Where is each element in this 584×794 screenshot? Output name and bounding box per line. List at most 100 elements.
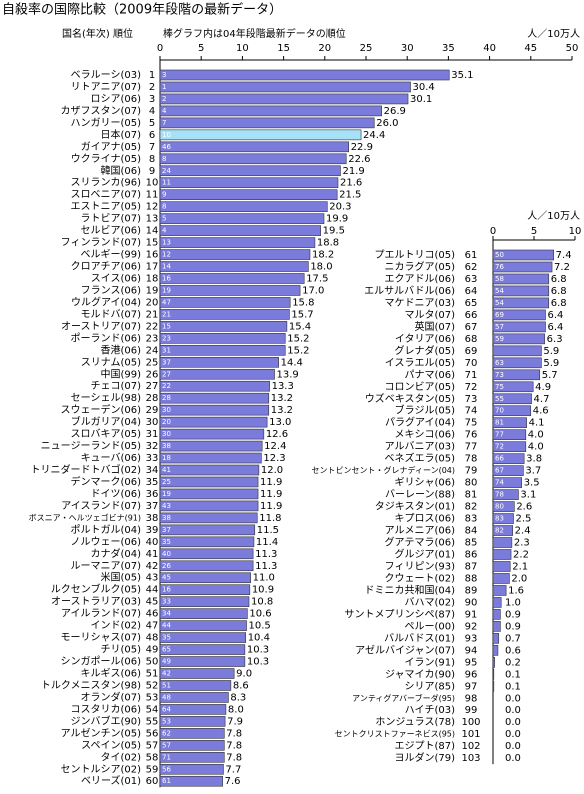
rank-label: 3 xyxy=(149,94,155,105)
category-label: オーストリア(07) xyxy=(61,320,141,332)
value-label: 2.6 xyxy=(516,502,532,513)
prev-rank-label: 13 xyxy=(162,239,171,247)
value-label: 0.2 xyxy=(505,657,521,668)
rank-label: 55 xyxy=(146,716,159,727)
rank-label: 76 xyxy=(465,430,478,441)
value-label: 5.9 xyxy=(543,358,559,369)
prev-rank-label: 33 xyxy=(162,598,171,606)
value-label: 7.4 xyxy=(556,250,572,261)
x-tick-label: 15 xyxy=(277,43,290,54)
prev-rank-label: 24 xyxy=(162,167,171,175)
value-label: 0.1 xyxy=(505,681,521,692)
rank-label: 99 xyxy=(465,705,478,716)
bar xyxy=(492,285,550,297)
bar xyxy=(159,620,247,631)
value-label: 0.9 xyxy=(505,609,521,620)
prev-rank-label: 83 xyxy=(495,515,504,523)
x-tick-label: 35 xyxy=(442,43,455,54)
category-label: インド(02) xyxy=(90,621,141,632)
bar xyxy=(492,609,501,620)
value-label: 21.9 xyxy=(342,166,364,177)
rank-label: 51 xyxy=(146,669,159,680)
prev-rank-label: 77 xyxy=(495,431,504,439)
bar xyxy=(492,585,507,596)
bar xyxy=(159,584,251,596)
rank-label: 74 xyxy=(465,406,478,417)
value-label: 3.1 xyxy=(520,490,536,501)
prev-rank-label: 30 xyxy=(162,406,171,414)
rank-label: 21 xyxy=(146,309,159,320)
bar xyxy=(492,645,499,656)
category-label: アルバニア(03) xyxy=(385,441,456,453)
x-tick-label: 30 xyxy=(401,43,414,54)
value-label: 15.7 xyxy=(291,309,313,320)
rank-label: 79 xyxy=(465,466,478,477)
category-label: 香港(06) xyxy=(100,344,141,356)
bar xyxy=(492,381,534,393)
prev-rank-label: 82 xyxy=(495,527,504,535)
bar xyxy=(159,644,246,655)
value-label: 2.5 xyxy=(516,514,532,525)
rank-label: 9 xyxy=(149,166,155,177)
category-label: アンティグアバーブーダ(95) xyxy=(352,693,455,703)
rank-label: 47 xyxy=(146,621,159,632)
rank-label: 26 xyxy=(146,369,159,380)
value-label: 0.0 xyxy=(505,741,521,752)
bar xyxy=(492,333,545,345)
prev-rank-label: 11 xyxy=(162,179,171,187)
unit-label: 人／10万人 xyxy=(527,28,580,40)
rank-label: 43 xyxy=(146,573,159,584)
value-label: 3.8 xyxy=(526,454,542,465)
category-label: セントクリストファーネビス(95) xyxy=(335,730,455,739)
rank-label: 23 xyxy=(146,333,159,344)
prev-rank-label: 35 xyxy=(162,634,171,642)
value-label: 2.1 xyxy=(512,561,528,572)
category-label: ポルトガル(04) xyxy=(70,524,141,536)
rank-label: 94 xyxy=(465,645,478,656)
category-label: ウズベキスタン(05) xyxy=(365,392,455,405)
category-label: ベルギー(99) xyxy=(80,249,141,261)
bar xyxy=(159,177,339,189)
rank-label: 52 xyxy=(146,680,159,691)
rank-label: 57 xyxy=(146,740,159,751)
rank-label: 20 xyxy=(146,297,159,308)
category-label: ウクライナ(05) xyxy=(71,153,141,165)
bar xyxy=(159,763,224,775)
category-label: コスタリカ(06) xyxy=(70,703,141,715)
value-label: 7.8 xyxy=(226,728,242,739)
bar xyxy=(159,356,279,368)
prev-rank-label: 49 xyxy=(162,658,171,666)
x-tick-label: 10 xyxy=(236,43,249,54)
prev-rank-label: 63 xyxy=(495,359,504,367)
rank-label: 28 xyxy=(146,393,159,404)
category-label: エクアドル(06) xyxy=(384,273,455,285)
rank-label: 44 xyxy=(146,585,159,596)
prev-rank-label: 64 xyxy=(162,705,171,713)
rank-label: 92 xyxy=(465,621,478,632)
rank-label: 80 xyxy=(465,478,478,489)
category-label: モーリシャス(07) xyxy=(60,633,141,644)
prev-rank-label: 26 xyxy=(162,562,171,570)
bar xyxy=(492,297,550,309)
bar xyxy=(492,537,513,548)
rank-label: 82 xyxy=(465,502,478,513)
rank-label: 30 xyxy=(146,417,159,428)
value-label: 10.4 xyxy=(248,633,270,644)
prev-rank-label: 69 xyxy=(495,311,504,319)
value-label: 11.9 xyxy=(260,489,282,500)
bar xyxy=(159,225,321,236)
prev-rank-label: 65 xyxy=(162,646,171,654)
bar xyxy=(492,513,514,524)
prev-rank-label: 54 xyxy=(495,287,504,295)
bar xyxy=(159,560,254,572)
rank-label: 18 xyxy=(146,273,159,284)
rank-label: 32 xyxy=(146,441,159,452)
prev-rank-label: 66 xyxy=(495,455,504,463)
prev-rank-label: 4 xyxy=(162,107,167,115)
value-label: 21.6 xyxy=(340,178,362,189)
value-label: 22.6 xyxy=(348,154,370,165)
category-label: メキシコ(06) xyxy=(394,430,455,441)
value-label: 18.2 xyxy=(312,250,334,261)
value-label: 0.7 xyxy=(505,633,521,644)
prev-rank-label: 34 xyxy=(162,610,171,618)
